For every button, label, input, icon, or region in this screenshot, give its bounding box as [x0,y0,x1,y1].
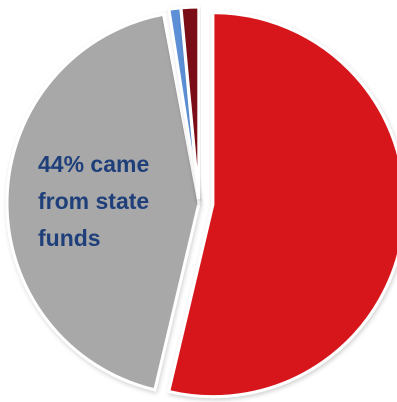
pie-slice-1 [166,11,397,399]
annotation-line-3: funds [38,225,101,251]
pie-slice-5 [179,5,201,200]
annotation-line-2: from state [38,188,150,214]
state-funds-annotation: 44% came from state funds [38,146,198,257]
pie-slice-2 [5,12,201,392]
annotation-line-1: 44% came [38,151,150,177]
